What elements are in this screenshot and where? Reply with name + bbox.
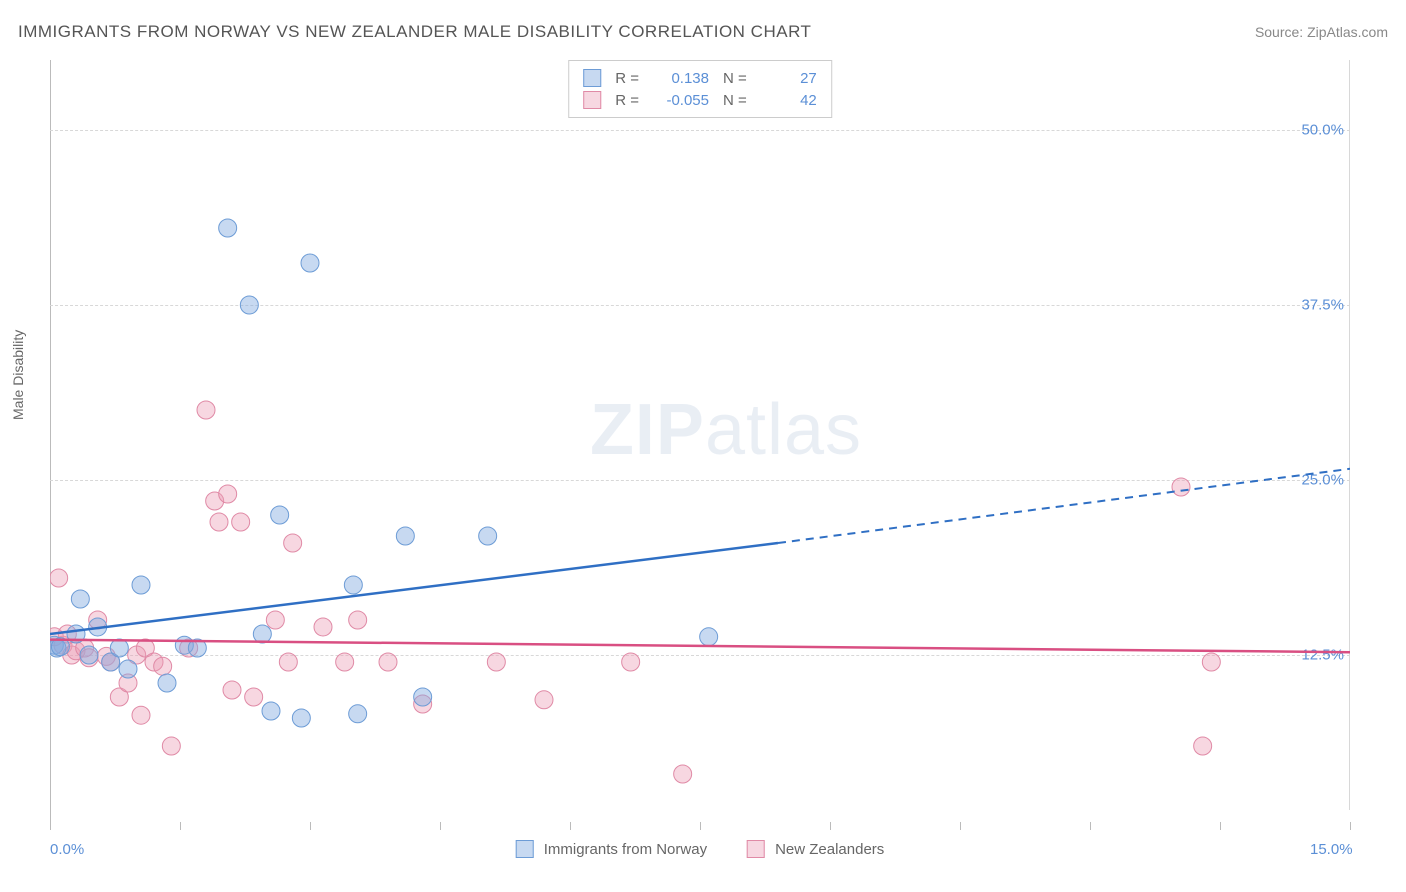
x-tick: [1350, 822, 1351, 830]
legend-item-norway: Immigrants from Norway: [516, 840, 707, 858]
point-norway: [219, 219, 237, 237]
point-nz: [232, 513, 250, 531]
source-prefix: Source:: [1255, 24, 1307, 40]
trend-nz-solid: [50, 640, 1350, 653]
n-label: N =: [723, 92, 747, 109]
point-nz: [1172, 478, 1190, 496]
trend-norway-solid: [50, 543, 778, 634]
x-tick-label: 15.0%: [1310, 841, 1353, 858]
point-norway: [80, 646, 98, 664]
chart-title: IMMIGRANTS FROM NORWAY VS NEW ZEALANDER …: [18, 22, 811, 42]
x-tick-label: 0.0%: [50, 841, 84, 858]
swatch-norway: [583, 69, 601, 87]
r-label: R =: [615, 70, 639, 87]
stats-row-norway: R = 0.138 N = 27: [583, 67, 817, 89]
n-value-nz: 42: [761, 92, 817, 109]
source-attribution: Source: ZipAtlas.com: [1255, 24, 1388, 40]
point-nz: [1194, 737, 1212, 755]
r-value-norway: 0.138: [653, 70, 709, 87]
point-nz: [1202, 653, 1220, 671]
scatter-plot: ZIPatlas R = 0.138 N = 27 R = -0.055 N =…: [50, 60, 1350, 830]
point-nz: [132, 706, 150, 724]
swatch-nz: [583, 91, 601, 109]
r-value-nz: -0.055: [653, 92, 709, 109]
point-norway: [132, 576, 150, 594]
point-norway: [479, 527, 497, 545]
point-norway: [271, 506, 289, 524]
point-nz: [154, 657, 172, 675]
point-norway: [119, 660, 137, 678]
point-nz: [162, 737, 180, 755]
point-norway: [253, 625, 271, 643]
point-norway: [71, 590, 89, 608]
point-nz: [219, 485, 237, 503]
point-nz: [279, 653, 297, 671]
point-nz: [197, 401, 215, 419]
point-nz: [314, 618, 332, 636]
legend-item-nz: New Zealanders: [747, 840, 884, 858]
point-norway: [262, 702, 280, 720]
point-norway: [110, 639, 128, 657]
y-axis-label: Male Disability: [10, 330, 26, 420]
point-nz: [284, 534, 302, 552]
point-norway: [700, 628, 718, 646]
point-norway: [240, 296, 258, 314]
stats-legend: R = 0.138 N = 27 R = -0.055 N = 42: [568, 60, 832, 118]
source-link[interactable]: ZipAtlas.com: [1307, 24, 1388, 40]
point-nz: [245, 688, 263, 706]
point-nz: [487, 653, 505, 671]
legend-label-nz: New Zealanders: [775, 841, 884, 858]
r-label: R =: [615, 92, 639, 109]
legend-label-norway: Immigrants from Norway: [544, 841, 707, 858]
point-norway: [344, 576, 362, 594]
point-norway: [301, 254, 319, 272]
n-value-norway: 27: [761, 70, 817, 87]
stats-row-nz: R = -0.055 N = 42: [583, 89, 817, 111]
n-label: N =: [723, 70, 747, 87]
point-nz: [674, 765, 692, 783]
point-nz: [50, 569, 68, 587]
plot-svg: [50, 60, 1350, 830]
point-nz: [223, 681, 241, 699]
point-nz: [336, 653, 354, 671]
swatch-norway: [516, 840, 534, 858]
point-nz: [266, 611, 284, 629]
point-nz: [349, 611, 367, 629]
point-norway: [349, 705, 367, 723]
point-norway: [292, 709, 310, 727]
series-legend: Immigrants from Norway New Zealanders: [496, 840, 905, 858]
point-norway: [396, 527, 414, 545]
point-nz: [379, 653, 397, 671]
point-nz: [210, 513, 228, 531]
point-nz: [622, 653, 640, 671]
point-norway: [158, 674, 176, 692]
point-norway: [414, 688, 432, 706]
point-nz: [535, 691, 553, 709]
swatch-nz: [747, 840, 765, 858]
trend-norway-dashed: [778, 469, 1350, 543]
